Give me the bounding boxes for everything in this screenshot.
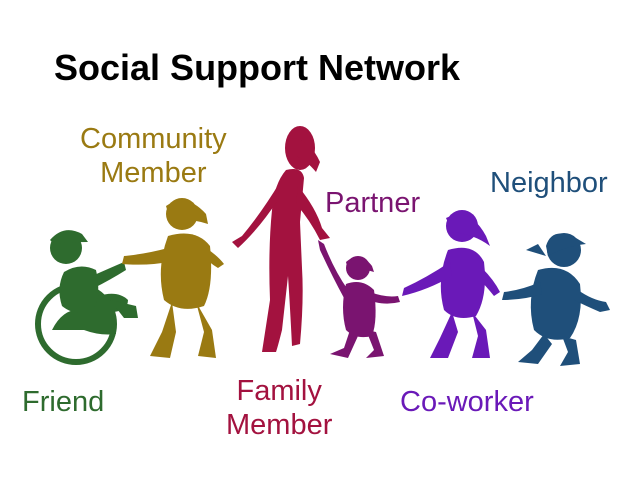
label-neighbor-line-1: Neighbor — [490, 167, 608, 199]
label-community-member: Community Member — [80, 122, 227, 190]
slide-title: Social Support Network — [54, 47, 461, 88]
label-family-member-line-2: Member — [226, 409, 333, 441]
label-friend: Friend — [22, 385, 104, 419]
label-community-member-line-2: Member — [100, 157, 207, 189]
community-member-figure — [122, 198, 224, 358]
partner-figure — [318, 240, 400, 358]
label-co-worker-line-1: Co-worker — [400, 386, 534, 418]
friend-figure — [35, 230, 138, 365]
label-friend-line-1: Friend — [22, 386, 105, 418]
label-community-member-line-1: Community — [80, 123, 227, 155]
label-family-member-line-1: Family — [236, 375, 322, 407]
label-partner-line-1: Partner — [325, 187, 421, 219]
label-family-member: Family Member — [226, 374, 332, 442]
family-member-figure — [232, 126, 330, 352]
label-neighbor: Neighbor — [490, 166, 608, 200]
neighbor-figure — [502, 233, 610, 366]
label-partner: Partner — [325, 186, 420, 220]
label-co-worker: Co-worker — [400, 385, 534, 419]
co-worker-figure — [402, 210, 500, 358]
